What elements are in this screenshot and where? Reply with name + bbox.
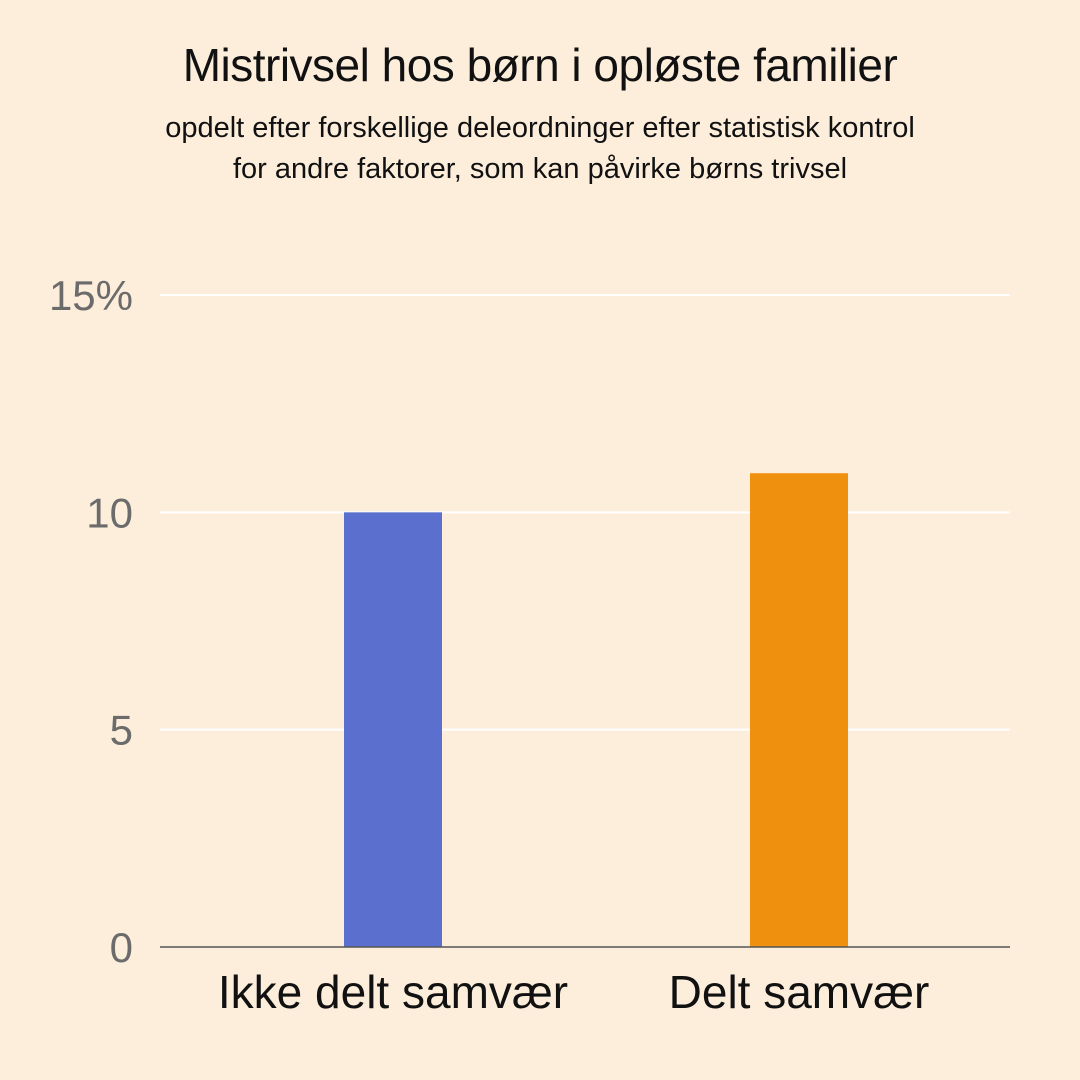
chart-subtitle-line-1: opdelt efter forskellige deleordninger e…	[165, 112, 915, 144]
chart-subtitle-line-2: for andre faktorer, som kan påvirke børn…	[232, 153, 848, 185]
y-tick-label: 10	[86, 489, 133, 536]
bar-delt-samvaer	[750, 473, 848, 947]
y-tick-label: 0	[110, 924, 133, 971]
chart-title: Mistrivsel hos børn i opløste familier	[182, 39, 898, 91]
y-tick-label: 5	[110, 707, 133, 754]
x-tick-label: Ikke delt samvær	[218, 966, 568, 1018]
x-tick-label: Delt samvær	[669, 966, 930, 1018]
bar-ikke-delt-samvaer	[344, 512, 442, 947]
y-tick-label: 15%	[49, 272, 133, 319]
